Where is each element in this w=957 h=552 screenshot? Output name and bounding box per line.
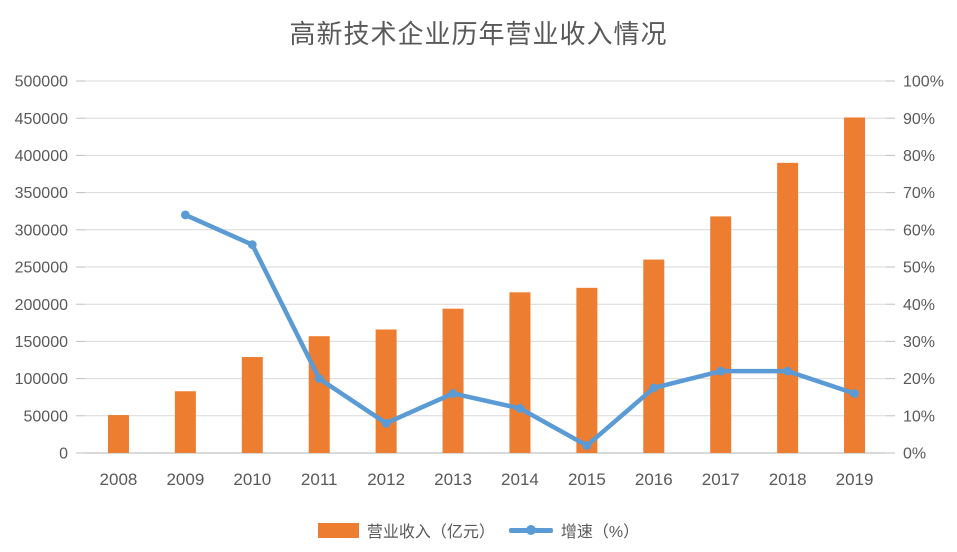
chart-title: 高新技术企业历年营业收入情况 [289,20,668,50]
x-axis-label: 2014 [501,470,539,489]
left-axis-label: 500000 [15,74,68,91]
revenue-bar-2011 [308,336,330,453]
legend-label-revenue: 营业收入（亿元） [366,524,495,541]
growth-marker-2013 [448,389,458,398]
right-axis-label: 20% [903,371,935,388]
x-axis-label: 2008 [100,470,138,489]
right-axis-label: 70% [903,185,935,202]
revenue-bar-2009 [174,391,196,453]
revenue-bar-2019 [844,117,866,454]
legend-label-growth: 增速（%） [560,524,640,541]
line-series-swatch-icon [508,525,553,535]
right-axis-label: 90% [903,111,935,128]
x-axis-label: 2012 [367,470,405,489]
left-axis-label: 450000 [15,111,68,128]
left-axis-label: 350000 [15,185,68,202]
growth-marker-2014 [515,403,525,413]
growth-marker-2017 [716,366,726,376]
growth-marker-2011 [314,374,324,383]
legend-item-growth: 增速（%） [508,518,640,542]
x-axis-label: 2018 [769,470,807,489]
left-axis-label: 0 [59,446,68,463]
revenue-bar-2014 [509,292,531,453]
growth-marker-2009 [180,210,190,220]
revenue-bar-2010 [241,357,263,453]
growth-marker-2010 [247,240,257,250]
left-axis-label: 50000 [24,408,69,425]
right-axis-label: 30% [903,334,935,351]
x-axis-label: 2017 [702,470,740,489]
revenue-bar-2008 [107,415,129,453]
right-axis-label: 80% [903,148,935,165]
left-axis-label: 200000 [15,297,68,314]
left-axis-label: 250000 [15,260,68,277]
right-axis-label: 10% [903,408,935,425]
revenue-bar-2012 [375,329,397,453]
x-axis-label: 2009 [166,470,204,489]
revenue-bar-2017 [710,216,732,453]
x-axis-label: 2011 [301,470,338,489]
left-axis-label: 150000 [15,334,68,351]
left-axis-label: 100000 [15,371,68,388]
revenue-bar-2013 [442,308,464,453]
growth-marker-2019 [850,389,859,398]
right-axis-label: 60% [903,222,935,239]
right-axis-label: 50% [903,260,935,277]
revenue-bar-2018 [777,162,799,453]
x-axis-label: 2013 [434,470,472,489]
x-axis-label: 2010 [233,470,271,489]
right-axis-label: 40% [903,297,935,314]
x-axis-label: 2016 [635,470,673,489]
growth-marker-2018 [783,366,793,376]
growth-marker-2012 [381,418,391,428]
legend: 营业收入（亿元） 增速（%） [0,518,957,542]
x-axis-label: 2015 [568,470,606,489]
right-axis-label: 100% [903,74,944,91]
revenue-bar-2015 [576,287,598,453]
growth-marker-2016 [649,383,659,393]
left-axis-label: 300000 [15,222,68,239]
x-axis-label: 2019 [836,470,874,489]
bar-series-swatch-icon [317,522,359,538]
legend-item-revenue: 营业收入（亿元） [317,518,495,542]
right-axis-label: 0% [903,446,926,463]
growth-marker-2015 [582,441,592,450]
revenue-bar-2016 [643,259,665,453]
left-axis-label: 400000 [15,148,68,165]
